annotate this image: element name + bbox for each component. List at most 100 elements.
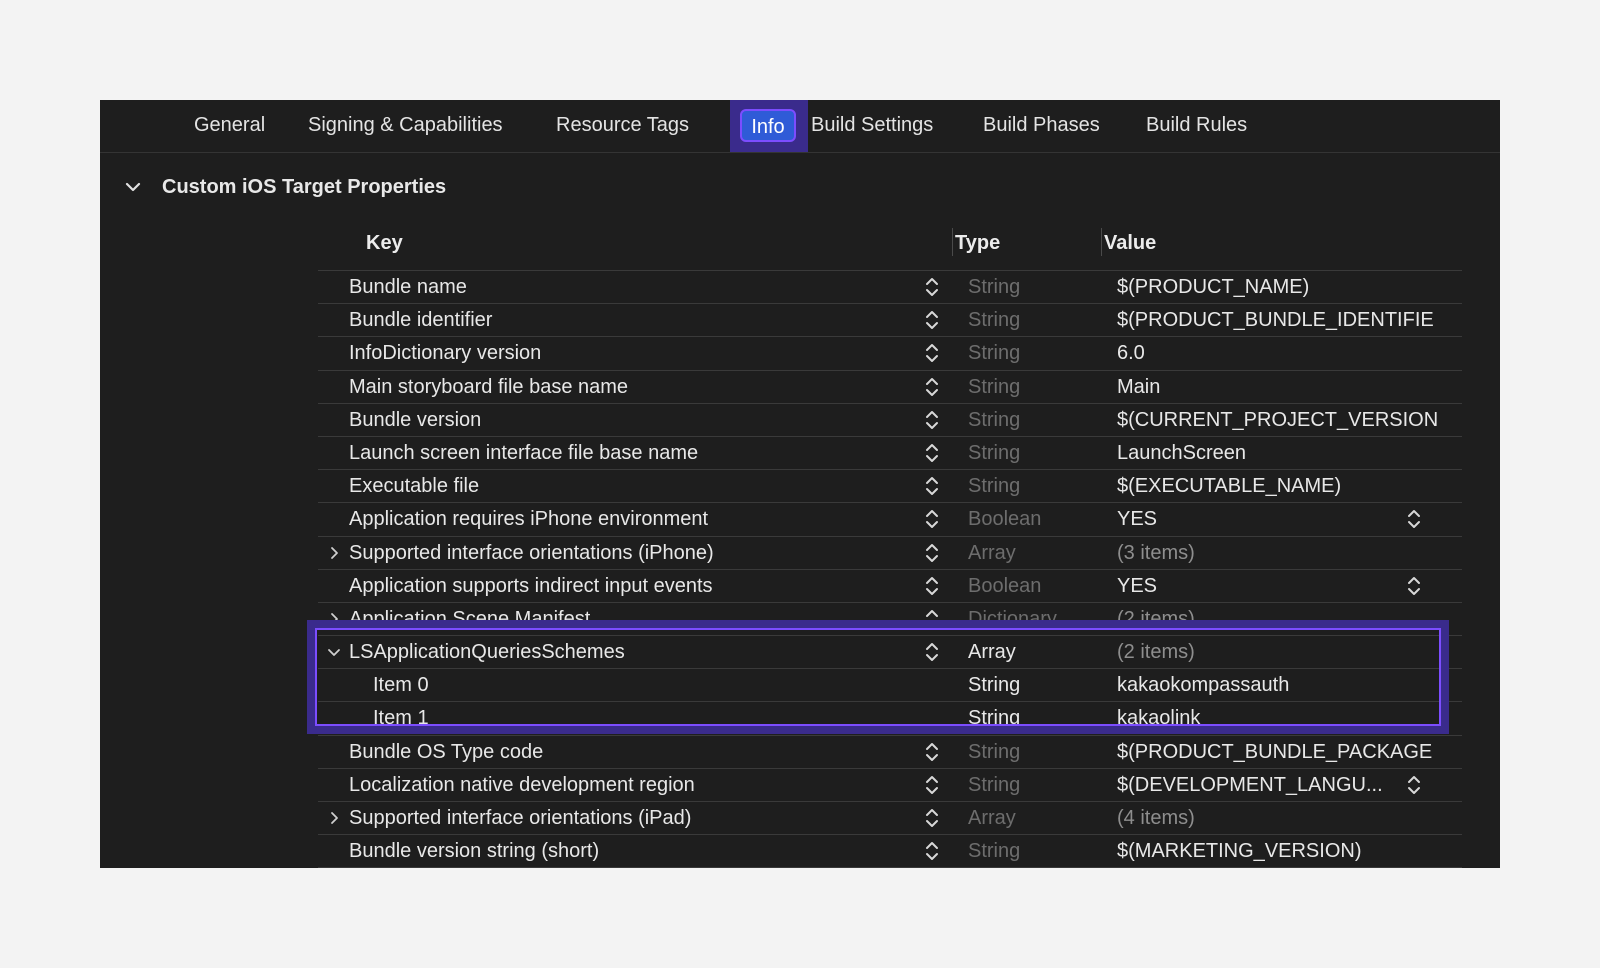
table-row[interactable]: Launch screen interface file base name St… xyxy=(318,437,1462,471)
row-type[interactable]: String xyxy=(968,276,1021,298)
row-type[interactable]: String xyxy=(968,441,1021,464)
row-type[interactable]: String xyxy=(968,707,1021,730)
row-value[interactable]: $(DEVELOPMENT_LANGU... xyxy=(1117,773,1383,796)
row-value[interactable]: (2 items) xyxy=(1117,641,1195,664)
row-type[interactable]: Boolean xyxy=(968,508,1042,531)
row-key[interactable]: Executable file xyxy=(349,475,480,498)
row-value[interactable]: (3 items) xyxy=(1117,541,1195,564)
key-stepper-icon[interactable] xyxy=(924,542,940,564)
table-row[interactable]: LSApplicationQueriesSchemes Array (2 items… xyxy=(318,636,1462,670)
key-stepper-icon[interactable] xyxy=(924,342,940,364)
key-stepper-icon[interactable] xyxy=(924,641,940,663)
table-row[interactable]: Application requires iPhone environment B… xyxy=(318,503,1462,537)
row-type[interactable]: Array xyxy=(968,541,1016,564)
row-value[interactable]: $(PRODUCT_BUNDLE_IDENTIFIE xyxy=(1117,309,1434,332)
row-key[interactable]: Item 1 xyxy=(373,707,429,730)
chevron-down-icon[interactable] xyxy=(124,178,142,196)
row-value[interactable]: $(PRODUCT_BUNDLE_PACKAGE xyxy=(1117,740,1433,763)
table-row[interactable]: Bundle identifier String $(PRODUCT_BUNDLE_… xyxy=(318,304,1462,338)
table-row[interactable]: Supported interface orientations (iPhone… xyxy=(318,537,1462,570)
key-stepper-icon[interactable] xyxy=(924,741,940,763)
table-row[interactable]: Application supports indirect input even… xyxy=(318,570,1462,603)
row-type[interactable]: Array xyxy=(968,807,1016,829)
row-key[interactable]: Bundle version xyxy=(349,408,482,431)
row-key[interactable]: Item 0 xyxy=(373,674,429,697)
row-value[interactable]: $(PRODUCT_NAME) xyxy=(1117,276,1310,298)
column-header-type[interactable]: Type xyxy=(955,232,1001,254)
row-type[interactable]: String xyxy=(968,740,1021,763)
row-key[interactable]: Bundle version string (short) xyxy=(349,840,600,863)
row-type[interactable]: Dictionary xyxy=(968,607,1057,630)
key-stepper-icon[interactable] xyxy=(924,508,940,530)
row-type[interactable]: String xyxy=(968,375,1021,398)
value-stepper-icon[interactable] xyxy=(1406,774,1422,796)
table-row[interactable]: Item 0 String kakaokompassauth xyxy=(318,669,1462,703)
row-type[interactable]: String xyxy=(968,475,1021,498)
table-row[interactable]: Localization native development region St… xyxy=(318,769,1462,802)
table-row[interactable]: Item 1 String kakaolink xyxy=(318,702,1462,736)
row-type[interactable]: Array xyxy=(968,641,1016,664)
tab-signing-capabilities[interactable]: Signing & Capabilities xyxy=(308,114,503,136)
row-value[interactable]: YES xyxy=(1117,508,1158,531)
row-type[interactable]: String xyxy=(968,408,1021,431)
key-stepper-icon[interactable] xyxy=(924,840,940,862)
row-key[interactable]: Application supports indirect input even… xyxy=(349,574,713,597)
row-type[interactable]: Boolean xyxy=(968,574,1042,597)
section-header[interactable]: Custom iOS Target Properties xyxy=(124,172,446,202)
row-type[interactable]: String xyxy=(968,773,1021,796)
row-key[interactable]: Application requires iPhone environment xyxy=(349,508,709,531)
chevron-right-icon[interactable] xyxy=(326,611,342,627)
row-value[interactable]: LaunchScreen xyxy=(1117,441,1246,464)
tab-general[interactable]: General xyxy=(194,114,266,136)
row-key[interactable]: Supported interface orientations (iPhone… xyxy=(349,541,714,564)
key-stepper-icon[interactable] xyxy=(924,309,940,331)
tab-build-settings[interactable]: Build Settings xyxy=(811,114,934,136)
row-value[interactable]: kakaokompassauth xyxy=(1117,674,1290,697)
row-value[interactable]: $(EXECUTABLE_NAME) xyxy=(1117,475,1342,498)
row-type[interactable]: String xyxy=(968,309,1021,332)
table-row[interactable]: Bundle name String $(PRODUCT_NAME) xyxy=(318,271,1462,305)
row-type[interactable]: String xyxy=(968,674,1021,697)
table-row[interactable]: Supported interface orientations (iPad) A… xyxy=(318,802,1462,836)
row-key[interactable]: Bundle identifier xyxy=(349,309,493,332)
row-value[interactable]: (2 items) xyxy=(1117,607,1195,630)
column-header-key[interactable]: Key xyxy=(366,232,403,254)
tab-build-phases[interactable]: Build Phases xyxy=(983,114,1100,136)
tab-resource-tags[interactable]: Resource Tags xyxy=(556,114,690,136)
key-stepper-icon[interactable] xyxy=(924,575,940,597)
row-value[interactable]: $(CURRENT_PROJECT_VERSION xyxy=(1117,408,1439,431)
key-stepper-icon[interactable] xyxy=(924,376,940,398)
row-key[interactable]: Launch screen interface file base name xyxy=(349,441,699,464)
chevron-right-icon[interactable] xyxy=(326,545,342,561)
table-row[interactable]: InfoDictionary version String 6.0 xyxy=(318,337,1462,371)
key-stepper-icon[interactable] xyxy=(924,442,940,464)
key-stepper-icon[interactable] xyxy=(924,475,940,497)
column-header-value[interactable]: Value xyxy=(1104,232,1157,254)
row-key[interactable]: Application Scene Manifest xyxy=(349,607,591,630)
table-row[interactable]: Bundle version String $(CURRENT_PROJECT_VE… xyxy=(318,404,1462,437)
row-key[interactable]: InfoDictionary version xyxy=(349,342,542,365)
table-row[interactable]: Main storyboard file base name String Main xyxy=(318,371,1462,404)
row-key[interactable]: Localization native development region xyxy=(349,773,695,796)
value-stepper-icon[interactable] xyxy=(1406,508,1422,530)
table-row[interactable]: Bundle version string (short) String $(MAR… xyxy=(318,835,1462,868)
table-row[interactable]: Bundle OS Type code String $(PRODUCT_BUNDL… xyxy=(318,736,1462,769)
row-value[interactable]: $(MARKETING_VERSION) xyxy=(1117,840,1362,863)
row-key[interactable]: Bundle name xyxy=(349,276,467,298)
key-stepper-icon[interactable] xyxy=(924,774,940,796)
key-stepper-icon[interactable] xyxy=(924,807,940,829)
value-stepper-icon[interactable] xyxy=(1406,575,1422,597)
key-stepper-icon[interactable] xyxy=(924,409,940,431)
key-stepper-icon[interactable] xyxy=(924,608,940,630)
key-stepper-icon[interactable] xyxy=(924,276,940,298)
row-type[interactable]: String xyxy=(968,342,1021,365)
table-row[interactable]: Executable file String $(EXECUTABLE_NAME) xyxy=(318,470,1462,504)
chevron-right-icon[interactable] xyxy=(326,810,342,826)
row-value[interactable]: kakaolink xyxy=(1117,707,1201,730)
row-key[interactable]: Main storyboard file base name xyxy=(349,375,629,398)
row-value[interactable]: YES xyxy=(1117,574,1158,597)
row-value[interactable]: Main xyxy=(1117,375,1161,398)
row-key[interactable]: Supported interface orientations (iPad) xyxy=(349,807,692,829)
table-row[interactable]: Application Scene Manifest Dictionary (2 i… xyxy=(318,603,1462,637)
chevron-down-icon[interactable] xyxy=(326,644,342,660)
